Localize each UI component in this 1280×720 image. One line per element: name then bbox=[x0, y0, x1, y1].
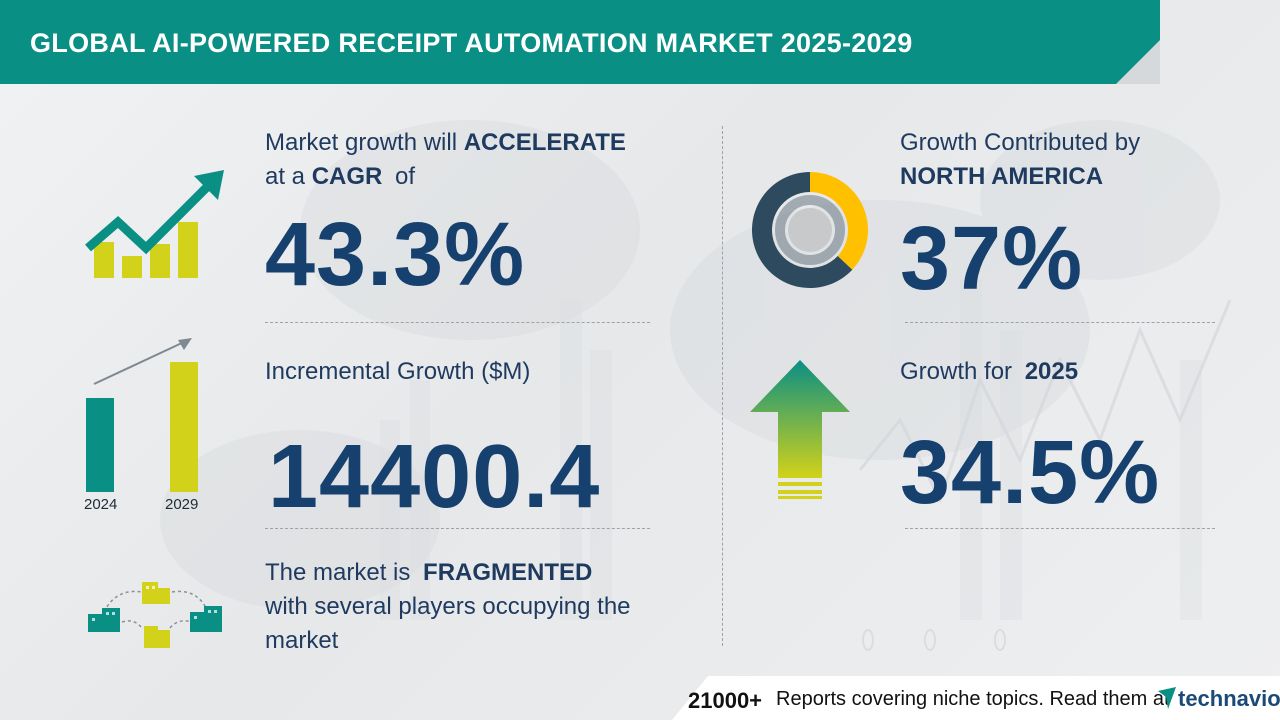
fragmented-line1: The market is bbox=[265, 559, 418, 586]
region-label-line1: Growth Contributed by bbox=[900, 129, 1141, 156]
fragmented-line2: with several players occupying the bbox=[265, 593, 631, 620]
technavio-logo-icon[interactable] bbox=[1158, 687, 1176, 709]
cagr-label-line2: at a bbox=[265, 163, 312, 190]
header-banner bbox=[0, 0, 1160, 84]
separator-line bbox=[905, 528, 1215, 529]
bar-compare-icon bbox=[86, 338, 198, 492]
yoy-label-prefix: Growth for bbox=[900, 358, 1019, 385]
incremental-label: Incremental Growth ($M) bbox=[265, 358, 531, 385]
donut-share-icon bbox=[752, 172, 868, 288]
region-value: 37% bbox=[900, 209, 1084, 309]
cagr-label: Market growth will ACCELERATE at a CAGR … bbox=[265, 126, 626, 194]
donut-inner-ring bbox=[775, 195, 845, 265]
cagr-label-cagr: CAGR bbox=[311, 163, 383, 190]
footer-text: Reports covering niche topics. Read them… bbox=[776, 688, 1170, 710]
fragmented-emphasis: FRAGMENTED bbox=[423, 559, 593, 586]
incremental-value: 14400.4 bbox=[268, 427, 601, 527]
cagr-label-emphasis: ACCELERATE bbox=[463, 129, 626, 156]
fragmented-label: The market is FRAGMENTED with several pl… bbox=[265, 556, 631, 658]
cagr-label-line1: Market growth will bbox=[265, 129, 464, 156]
technavio-link[interactable]: technavio bbox=[1178, 686, 1280, 711]
yoy-label-year: 2025 bbox=[1024, 358, 1079, 385]
separator-line bbox=[265, 322, 650, 323]
donut-chart bbox=[752, 172, 868, 288]
fragmented-buildings-icon bbox=[88, 582, 222, 648]
cagr-label-suffix: of bbox=[388, 163, 416, 190]
region-label: Growth Contributed by NORTH AMERICA bbox=[900, 126, 1140, 194]
donut-slice-rest bbox=[752, 172, 853, 288]
fragmented-line3: market bbox=[265, 627, 339, 654]
up-arrow-icon bbox=[750, 360, 850, 499]
footer-report-count: 21000+ bbox=[688, 688, 763, 713]
column-divider bbox=[722, 126, 723, 646]
year-end-label: 2029 bbox=[165, 496, 199, 513]
separator-line bbox=[905, 322, 1215, 323]
footer-bar bbox=[672, 676, 1280, 720]
year-start-label: 2024 bbox=[84, 496, 118, 513]
separator-line bbox=[265, 528, 650, 529]
trend-up-arrow-icon bbox=[85, 170, 224, 278]
cagr-value: 43.3% bbox=[265, 205, 526, 305]
page-title: GLOBAL AI-POWERED RECEIPT AUTOMATION MAR… bbox=[30, 28, 913, 58]
donut-slice-region bbox=[810, 172, 868, 270]
yoy-label: Growth for 2025 bbox=[900, 355, 1078, 389]
region-label-name: NORTH AMERICA bbox=[900, 163, 1104, 190]
yoy-value: 34.5% bbox=[900, 423, 1161, 523]
